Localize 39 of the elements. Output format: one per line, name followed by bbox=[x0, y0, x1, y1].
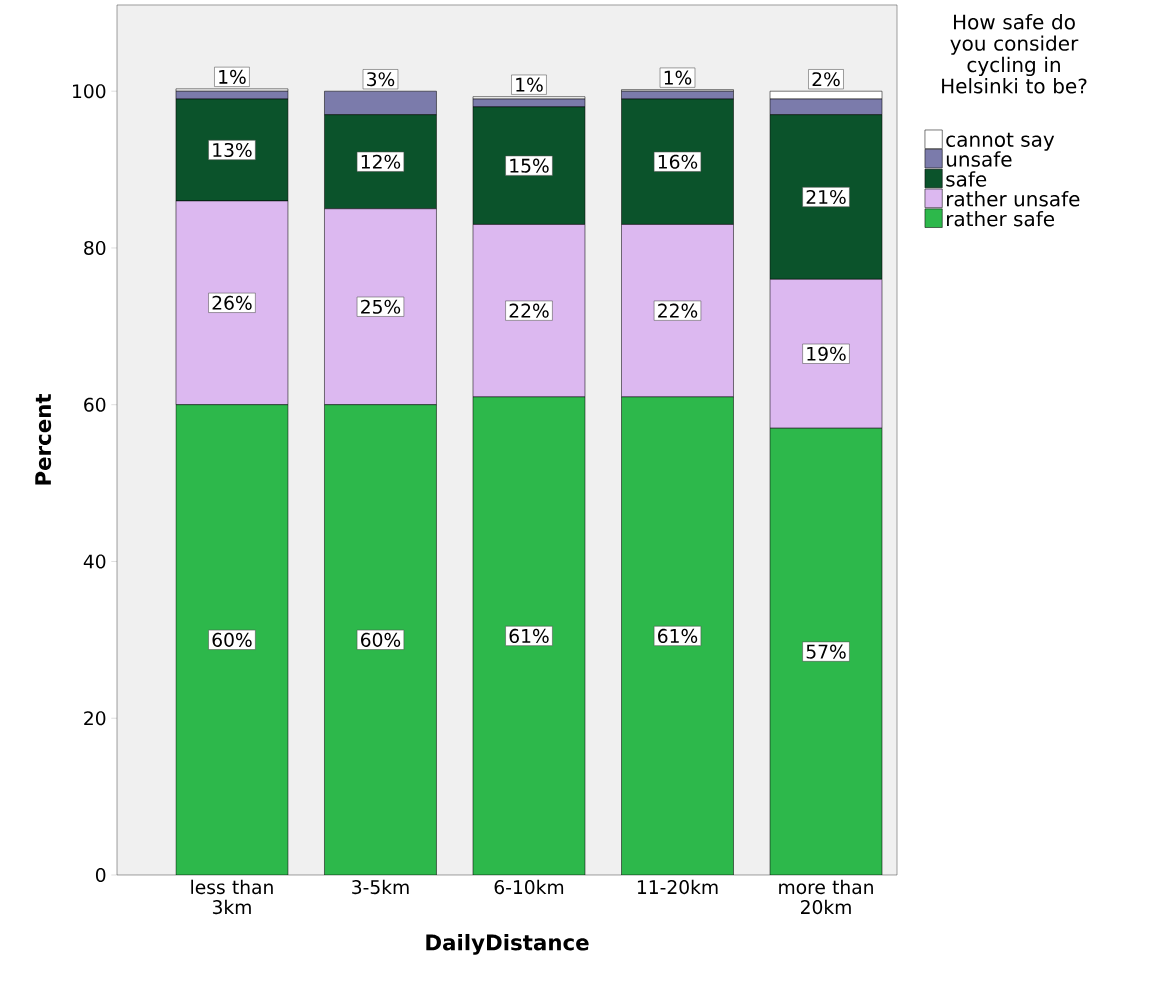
y-tick-label: 80 bbox=[84, 240, 106, 256]
x-tick-label: more than 20km bbox=[779, 879, 873, 915]
data-label: 61% bbox=[509, 628, 549, 643]
data-label: 1% bbox=[516, 77, 543, 92]
y-tick-label: 100 bbox=[73, 84, 106, 99]
y-tick-label: 0 bbox=[95, 867, 106, 883]
data-label: 2% bbox=[812, 72, 840, 87]
data-label: 61% bbox=[658, 628, 698, 643]
x-tick-label: less than 3km bbox=[191, 879, 273, 915]
legend-title: How safe do you consider cycling in Helsinki to be? bbox=[942, 14, 1087, 94]
legend-label: rather safe bbox=[947, 210, 1055, 227]
legend-label: rather unsafe bbox=[947, 191, 1080, 207]
legend-label: safe bbox=[946, 171, 987, 187]
x-tick-label: 6-10km bbox=[494, 879, 564, 895]
x-tick-label: 11-20km bbox=[637, 879, 718, 895]
data-label: 60% bbox=[361, 632, 401, 647]
data-label: 13% bbox=[213, 142, 252, 158]
data-label: 12% bbox=[361, 154, 401, 169]
data-label: 1% bbox=[664, 70, 692, 85]
data-label: 3% bbox=[367, 72, 395, 87]
legend-label: cannot say bbox=[946, 132, 1055, 151]
data-label: 25% bbox=[361, 299, 401, 314]
data-label: 57% bbox=[806, 644, 846, 659]
y-axis-title: Percent bbox=[35, 393, 52, 485]
x-tick-label: 3-5km bbox=[352, 879, 409, 895]
data-label: 15% bbox=[510, 158, 549, 173]
data-label: 22% bbox=[509, 303, 549, 318]
data-label: 22% bbox=[658, 303, 698, 318]
y-tick-label: 60 bbox=[84, 397, 106, 412]
y-tick-label: 40 bbox=[83, 554, 106, 569]
data-label: 26% bbox=[212, 295, 252, 310]
data-label: 21% bbox=[806, 189, 846, 205]
data-label: 1% bbox=[219, 69, 246, 84]
data-label: 19% bbox=[807, 346, 846, 361]
data-label: 16% bbox=[658, 154, 698, 169]
y-tick-label: 20 bbox=[84, 711, 106, 726]
x-axis-title: DailyDistance bbox=[426, 933, 589, 955]
legend-label: unsafe bbox=[946, 151, 1012, 167]
data-label: 60% bbox=[212, 632, 252, 647]
